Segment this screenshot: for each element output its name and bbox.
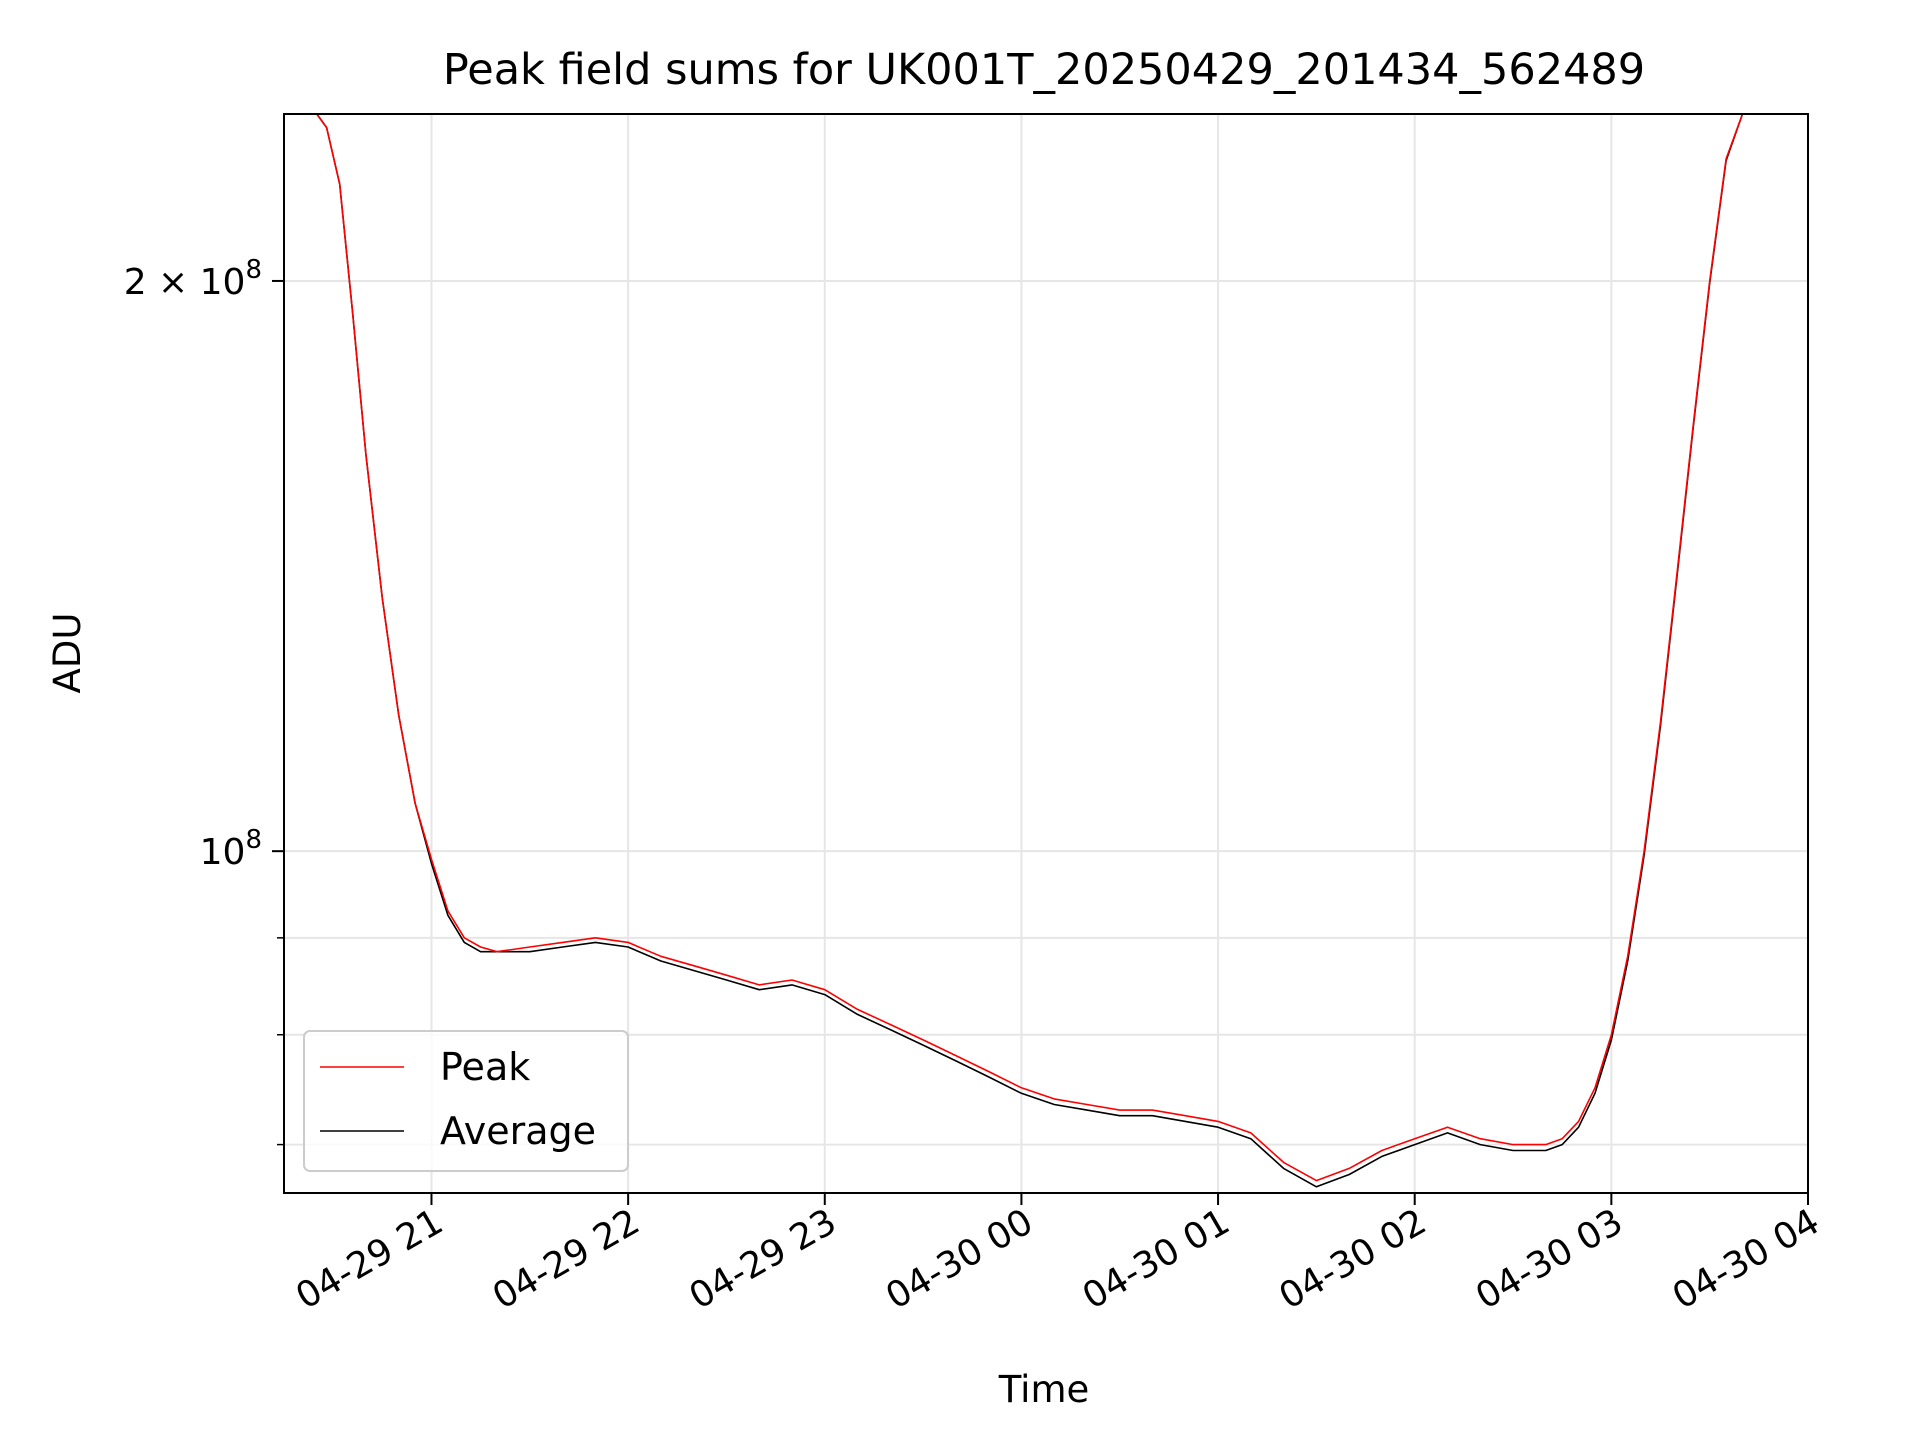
legend-label-average: Average: [440, 1109, 596, 1153]
series-lines: [284, 114, 1744, 1188]
y-axis-ticks: 108 2 × 108: [124, 255, 284, 1146]
legend-label-peak: Peak: [440, 1045, 530, 1089]
x-axis-label: Time: [998, 1368, 1090, 1411]
grid-lines: [284, 114, 1809, 1193]
plot-frame: [283, 113, 1809, 1194]
y-axis-label: ADU: [46, 613, 89, 694]
y-tick-label: 2 × 108: [124, 255, 262, 303]
chart-title: Peak field sums for UK001T_20250429_2014…: [443, 45, 1645, 95]
series-line-peak: [284, 114, 1744, 1182]
y-tick-label: 108: [200, 825, 262, 873]
legend: Peak Average: [303, 1030, 629, 1172]
legend-box: [303, 1030, 629, 1172]
